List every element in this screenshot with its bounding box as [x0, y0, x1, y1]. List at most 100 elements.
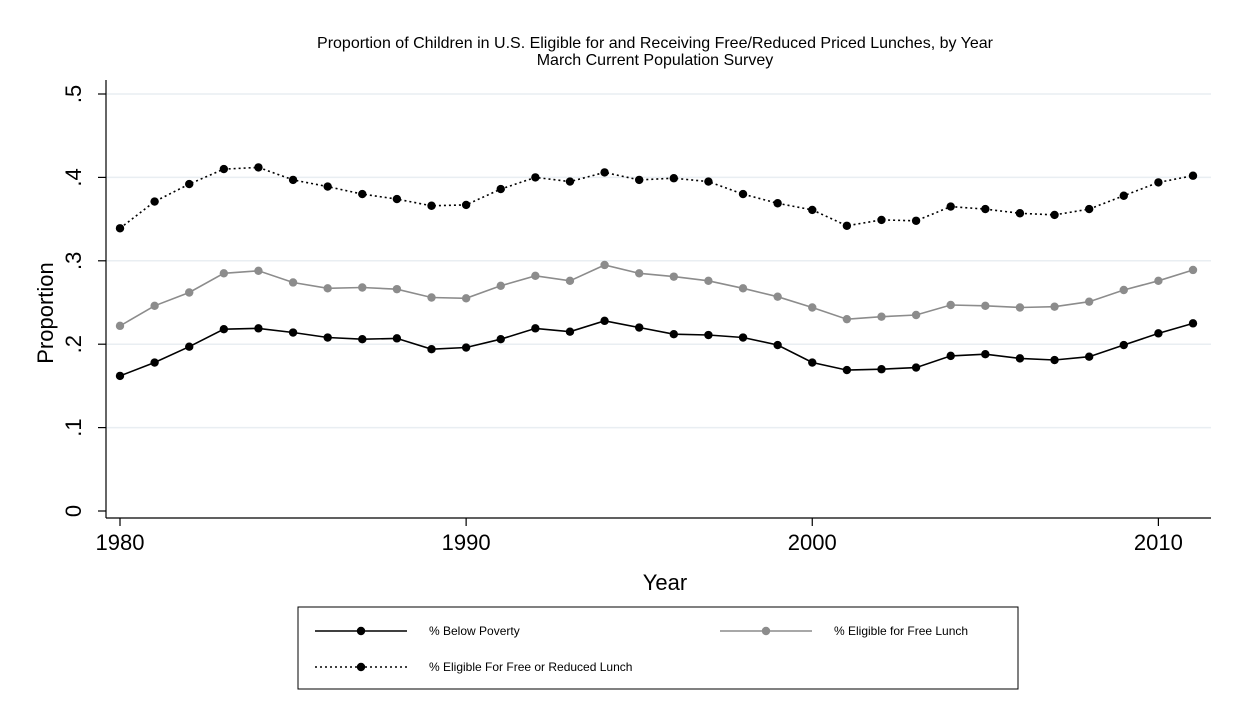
data-point — [773, 292, 782, 301]
data-point — [150, 301, 159, 311]
data-point — [288, 175, 298, 185]
data-point — [669, 329, 679, 339]
data-point — [600, 260, 609, 270]
data-point — [911, 363, 921, 372]
data-point — [634, 269, 644, 278]
data-point — [738, 189, 748, 199]
x-axis-label: Year — [643, 570, 687, 595]
data-point — [669, 272, 679, 281]
data-point — [1084, 297, 1094, 306]
legend: % Below Poverty % Eligible for Free Lunch… — [297, 606, 1019, 690]
data-point — [323, 333, 332, 342]
data-point — [1050, 302, 1059, 311]
legend-label: % Eligible for Free Lunch — [834, 624, 968, 638]
data-point — [288, 328, 298, 337]
data-point — [600, 316, 609, 326]
data-point — [1119, 191, 1128, 200]
data-point — [185, 342, 194, 351]
data-point — [1188, 319, 1198, 328]
data-point — [185, 288, 194, 297]
data-point — [254, 266, 263, 276]
data-point — [392, 284, 402, 294]
x-axis: 1980 1990 2000 2010 — [96, 517, 1211, 555]
data-point — [1119, 340, 1128, 350]
data-point — [565, 177, 575, 186]
data-point — [185, 179, 194, 189]
data-point — [115, 321, 125, 331]
data-point — [808, 303, 817, 312]
series-1 — [115, 316, 1198, 381]
data-point — [877, 215, 886, 225]
data-point — [877, 312, 886, 321]
series-line — [119, 319, 1194, 377]
data-point — [634, 175, 644, 185]
chart-subtitle: March Current Population Survey — [537, 52, 774, 69]
data-point — [219, 324, 229, 334]
data-point — [1154, 329, 1163, 338]
data-point — [358, 283, 367, 292]
data-point — [427, 345, 436, 354]
data-point — [842, 221, 852, 230]
data-point — [323, 182, 332, 191]
data-point — [1188, 265, 1198, 275]
data-point — [1015, 354, 1025, 363]
data-point — [288, 278, 298, 287]
data-point — [946, 202, 955, 211]
data-point — [946, 300, 955, 310]
legend-marker — [356, 626, 366, 636]
data-point — [496, 281, 505, 291]
data-point — [115, 224, 125, 233]
data-point — [1154, 276, 1163, 286]
legend-label: % Below Poverty — [429, 624, 520, 638]
data-point — [842, 314, 852, 324]
data-point — [1188, 171, 1198, 180]
x-tick-label: 1980 — [96, 530, 145, 555]
data-point — [392, 194, 402, 204]
data-point — [254, 163, 263, 172]
data-point — [842, 365, 852, 375]
legend-entry: % Below Poverty — [315, 624, 520, 638]
data-point — [1015, 303, 1025, 312]
y-tick-label: 0 — [61, 505, 86, 517]
y-tick-label: .1 — [61, 418, 86, 436]
data-point — [738, 284, 748, 293]
data-point — [877, 365, 886, 374]
data-point — [1119, 285, 1128, 295]
data-point — [600, 168, 609, 177]
data-point — [981, 301, 990, 311]
y-tick-label: .5 — [61, 85, 86, 103]
data-point — [461, 343, 471, 352]
data-point — [773, 340, 782, 350]
x-tick-label: 1990 — [442, 530, 491, 555]
data-point — [1154, 178, 1163, 187]
data-point — [565, 276, 575, 286]
series-layer — [115, 163, 1198, 381]
data-point — [669, 174, 679, 183]
data-point — [358, 334, 367, 344]
data-point — [461, 200, 471, 210]
data-point — [1015, 209, 1025, 218]
data-point — [219, 269, 229, 278]
data-point — [704, 330, 713, 340]
data-point — [1050, 210, 1059, 220]
legend-label: % Eligible For Free or Reduced Lunch — [429, 660, 632, 674]
data-point — [461, 294, 471, 303]
data-point — [427, 293, 436, 302]
data-point — [254, 324, 263, 333]
data-point — [1084, 352, 1094, 361]
data-point — [634, 323, 644, 332]
legend-entry: % Eligible For Free or Reduced Lunch — [315, 660, 632, 674]
data-point — [392, 334, 402, 343]
data-point — [219, 164, 229, 174]
series-line — [119, 264, 1194, 327]
x-tick-label: 2000 — [788, 530, 837, 555]
data-point — [323, 284, 332, 293]
data-point — [738, 333, 748, 342]
data-point — [773, 199, 782, 208]
data-point — [496, 334, 505, 344]
legend-marker — [761, 626, 771, 636]
legend-entry: % Eligible for Free Lunch — [720, 624, 968, 638]
data-point — [531, 324, 540, 333]
